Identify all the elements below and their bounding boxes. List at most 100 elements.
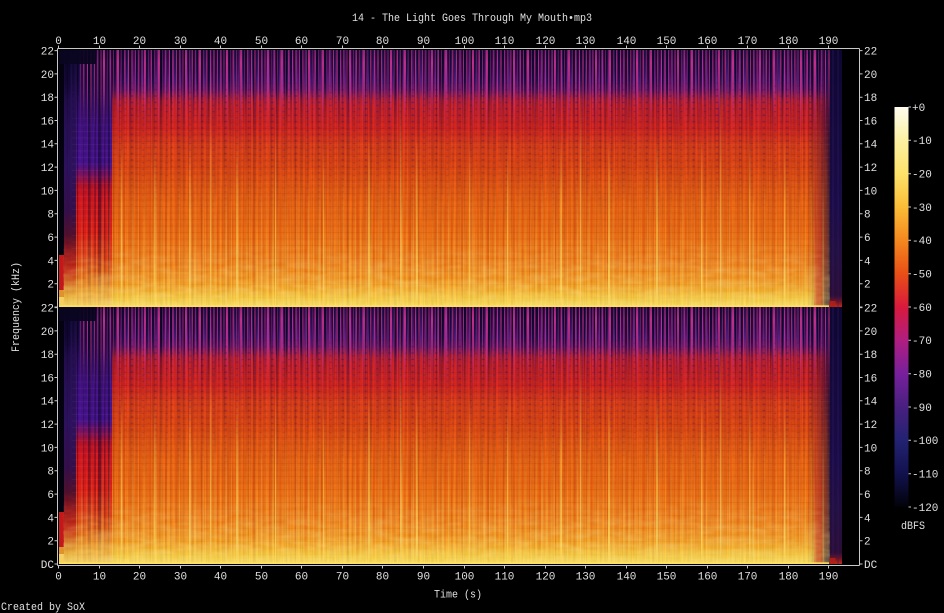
svg-text:4: 4 bbox=[47, 513, 54, 525]
svg-text:10: 10 bbox=[864, 186, 877, 198]
svg-text:8: 8 bbox=[47, 210, 54, 222]
svg-text:90: 90 bbox=[417, 36, 430, 48]
svg-text:dBFS: dBFS bbox=[901, 521, 925, 533]
svg-text:14: 14 bbox=[864, 140, 878, 152]
svg-text:190: 190 bbox=[819, 571, 839, 583]
svg-text:-70: -70 bbox=[912, 336, 932, 348]
svg-text:-10: -10 bbox=[912, 136, 932, 148]
svg-text:16: 16 bbox=[41, 373, 54, 385]
svg-text:4: 4 bbox=[864, 256, 871, 268]
svg-text:14 - The Light Goes Through My: 14 - The Light Goes Through My Mouth•mp3 bbox=[352, 13, 592, 25]
svg-text:14: 14 bbox=[41, 140, 55, 152]
svg-text:-90: -90 bbox=[912, 403, 932, 415]
svg-text:190: 190 bbox=[819, 36, 839, 48]
svg-text:70: 70 bbox=[336, 36, 349, 48]
svg-text:22: 22 bbox=[41, 304, 54, 316]
svg-text:110: 110 bbox=[495, 571, 515, 583]
svg-text:DC: DC bbox=[864, 560, 878, 572]
svg-text:2: 2 bbox=[864, 537, 871, 549]
svg-text:+0: +0 bbox=[912, 103, 925, 115]
svg-text:160: 160 bbox=[698, 36, 718, 48]
svg-text:20: 20 bbox=[864, 327, 877, 339]
svg-text:10: 10 bbox=[41, 186, 54, 198]
svg-text:6: 6 bbox=[47, 490, 54, 502]
svg-text:22: 22 bbox=[864, 304, 877, 316]
svg-text:14: 14 bbox=[864, 397, 878, 409]
svg-text:22: 22 bbox=[41, 47, 54, 59]
svg-text:4: 4 bbox=[864, 513, 871, 525]
svg-text:50: 50 bbox=[255, 36, 268, 48]
svg-text:16: 16 bbox=[864, 373, 877, 385]
svg-text:-120: -120 bbox=[912, 503, 938, 515]
svg-text:150: 150 bbox=[657, 571, 677, 583]
svg-text:10: 10 bbox=[93, 571, 106, 583]
svg-text:60: 60 bbox=[295, 36, 308, 48]
svg-text:170: 170 bbox=[738, 36, 758, 48]
svg-text:-60: -60 bbox=[912, 303, 932, 315]
svg-text:20: 20 bbox=[133, 36, 146, 48]
svg-text:120: 120 bbox=[536, 36, 556, 48]
svg-text:180: 180 bbox=[779, 36, 799, 48]
svg-text:14: 14 bbox=[41, 397, 55, 409]
svg-text:130: 130 bbox=[576, 36, 596, 48]
svg-text:150: 150 bbox=[657, 36, 677, 48]
svg-text:-50: -50 bbox=[912, 270, 932, 282]
svg-text:2: 2 bbox=[47, 280, 54, 292]
svg-text:100: 100 bbox=[455, 571, 475, 583]
svg-text:2: 2 bbox=[864, 280, 871, 292]
svg-text:8: 8 bbox=[47, 467, 54, 479]
svg-text:12: 12 bbox=[864, 163, 877, 175]
svg-text:0: 0 bbox=[55, 571, 62, 583]
svg-text:6: 6 bbox=[864, 233, 871, 245]
svg-text:18: 18 bbox=[41, 93, 54, 105]
svg-text:16: 16 bbox=[864, 116, 877, 128]
svg-text:80: 80 bbox=[376, 36, 389, 48]
svg-text:8: 8 bbox=[864, 467, 871, 479]
svg-text:8: 8 bbox=[864, 210, 871, 222]
svg-text:2: 2 bbox=[47, 537, 54, 549]
svg-text:Frequency (kHz): Frequency (kHz) bbox=[11, 262, 23, 352]
svg-text:-110: -110 bbox=[912, 470, 938, 482]
svg-text:40: 40 bbox=[214, 36, 227, 48]
svg-text:12: 12 bbox=[41, 420, 54, 432]
svg-text:100: 100 bbox=[455, 36, 475, 48]
svg-text:16: 16 bbox=[41, 116, 54, 128]
svg-text:170: 170 bbox=[738, 571, 758, 583]
svg-text:40: 40 bbox=[214, 571, 227, 583]
svg-text:140: 140 bbox=[617, 571, 637, 583]
svg-text:110: 110 bbox=[495, 36, 515, 48]
svg-text:Time (s): Time (s) bbox=[434, 590, 482, 602]
svg-text:12: 12 bbox=[41, 163, 54, 175]
svg-text:180: 180 bbox=[779, 571, 799, 583]
svg-text:20: 20 bbox=[133, 571, 146, 583]
svg-text:120: 120 bbox=[536, 571, 556, 583]
svg-text:90: 90 bbox=[417, 571, 430, 583]
svg-text:0: 0 bbox=[55, 36, 62, 48]
svg-text:20: 20 bbox=[41, 327, 54, 339]
svg-text:-40: -40 bbox=[912, 236, 932, 248]
svg-text:70: 70 bbox=[336, 571, 349, 583]
svg-text:Created by SoX: Created by SoX bbox=[1, 602, 85, 613]
svg-text:160: 160 bbox=[698, 571, 718, 583]
svg-text:30: 30 bbox=[174, 36, 187, 48]
svg-text:6: 6 bbox=[47, 233, 54, 245]
svg-text:18: 18 bbox=[864, 350, 877, 362]
svg-text:4: 4 bbox=[47, 256, 54, 268]
svg-text:-30: -30 bbox=[912, 203, 932, 215]
svg-text:18: 18 bbox=[41, 350, 54, 362]
svg-text:-80: -80 bbox=[912, 370, 932, 382]
svg-text:22: 22 bbox=[864, 47, 877, 59]
svg-text:6: 6 bbox=[864, 490, 871, 502]
svg-text:50: 50 bbox=[255, 571, 268, 583]
svg-text:130: 130 bbox=[576, 571, 596, 583]
svg-text:18: 18 bbox=[864, 93, 877, 105]
svg-text:140: 140 bbox=[617, 36, 637, 48]
svg-text:-20: -20 bbox=[912, 170, 932, 182]
svg-text:12: 12 bbox=[864, 420, 877, 432]
svg-text:10: 10 bbox=[93, 36, 106, 48]
svg-text:60: 60 bbox=[295, 571, 308, 583]
svg-text:20: 20 bbox=[41, 70, 54, 82]
svg-text:DC: DC bbox=[41, 560, 55, 572]
svg-text:10: 10 bbox=[41, 443, 54, 455]
svg-text:30: 30 bbox=[174, 571, 187, 583]
